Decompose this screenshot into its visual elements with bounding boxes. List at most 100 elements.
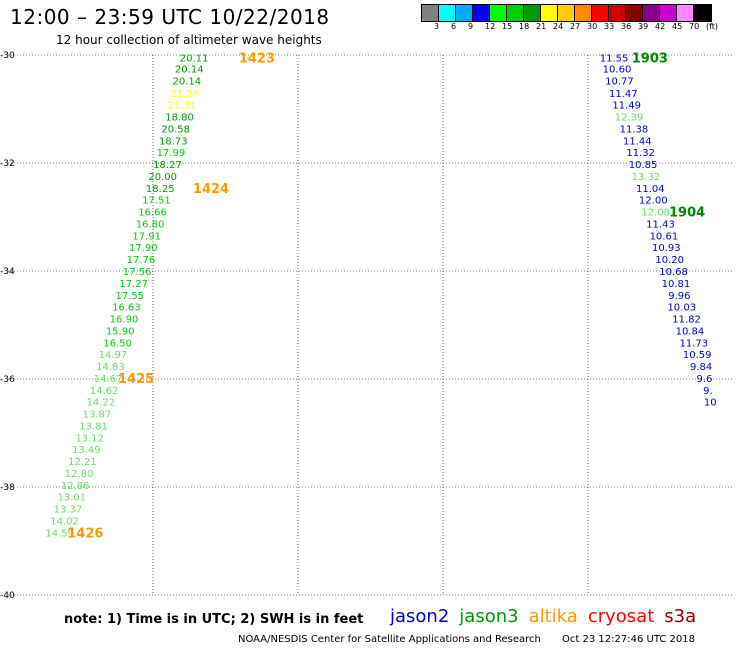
wave-height-jason3: 17.27 — [119, 279, 148, 290]
wave-height-jason2: 10.61 — [650, 231, 679, 242]
wave-height-jason3: 20.14 — [173, 76, 202, 87]
credit-text: NOAA/NESDIS Center for Satellite Applica… — [238, 634, 541, 645]
color-scale-label: 9 — [468, 22, 474, 31]
wave-height-jason3: 14.22 — [86, 398, 115, 409]
color-scale-cell — [626, 5, 643, 21]
wave-height-jason3: 14.59 — [45, 528, 74, 539]
wave-height-jason3: 13.12 — [75, 433, 104, 444]
color-scale-cell — [541, 5, 558, 21]
wave-height-jason2: 10.77 — [605, 76, 634, 87]
wave-height-jason3: 17.76 — [127, 255, 156, 266]
color-scale-cell — [558, 5, 575, 21]
color-scale-bar — [421, 4, 712, 22]
wave-height-jason3: 16.90 — [110, 315, 139, 326]
color-scale-cell — [422, 5, 439, 21]
wave-height-jason2: 11.32 — [626, 148, 655, 159]
footer-note: note: 1) Time is in UTC; 2) SWH is in fe… — [64, 612, 364, 627]
wave-height-jason2: 11.55 — [600, 54, 629, 65]
time-label: 1426 — [67, 526, 103, 541]
legend-jason3: jason3 — [459, 606, 519, 627]
wave-height-jason3: 17.56 — [123, 267, 152, 278]
wave-height-jason3: 14.83 — [96, 362, 125, 373]
wave-height-jason3: 16.50 — [103, 338, 132, 349]
color-scale-label: 24 — [553, 22, 564, 31]
wave-height-jason2: 11.43 — [646, 219, 675, 230]
page-subtitle: 12 hour collection of altimeter wave hei… — [56, 33, 322, 47]
color-scale-label: 15 — [502, 22, 513, 31]
color-scale-label: 33 — [604, 22, 615, 31]
wave-height-jason3: 20.11 — [180, 54, 209, 65]
axis-labels: 454851545760-30-32-34-36-38-40 — [0, 51, 15, 601]
color-scale-label: 45 — [672, 22, 683, 31]
wave-height-jason3: 17.90 — [129, 243, 158, 254]
color-scale-cell — [575, 5, 592, 21]
color-scale-cell — [592, 5, 609, 21]
wave-height-jason3: 14.62 — [90, 386, 119, 397]
time-label: 1904 — [669, 206, 705, 221]
color-scale-cell — [439, 5, 456, 21]
grid-lines — [8, 54, 733, 596]
legend-altika: altika — [528, 606, 578, 627]
wave-height-jason2: 10.81 — [662, 279, 691, 290]
time-label: 1903 — [632, 52, 668, 67]
wave-height-jason2: 11.82 — [672, 315, 701, 326]
color-scale-cell — [524, 5, 541, 21]
color-scale-label: 12 — [485, 22, 496, 31]
y-tick-label: -30 — [0, 51, 15, 61]
satellite-legend: jason2 jason3 altika cryosat s3a — [390, 606, 706, 627]
time-label: 1424 — [193, 182, 229, 197]
wave-height-jason3: 12.86 — [61, 481, 90, 492]
wave-height-jason2: 11.44 — [623, 136, 652, 147]
color-scale-label: 6 — [451, 22, 457, 31]
color-scale-label: (ft) — [706, 22, 719, 31]
time-label: 1423 — [239, 52, 275, 67]
wave-height-jason3: 17.99 — [157, 148, 186, 159]
time-labels: 1423 1424 1425 1426 1903 1904 — [67, 52, 705, 542]
wave-height-jason2: 12.00 — [639, 196, 668, 207]
timestamp-text: Oct 23 12:27:46 UTC 2018 — [562, 634, 695, 645]
color-scale-label: 39 — [638, 22, 649, 31]
wave-height-jason2: 10.20 — [655, 255, 684, 266]
wave-height-jason2: 9.96 — [668, 291, 690, 302]
color-scale-label: 3 — [434, 22, 440, 31]
wave-height-jason2: 9. — [703, 386, 713, 397]
wave-height-jason3: 20.58 — [161, 124, 190, 135]
color-scale-cell — [694, 5, 711, 21]
color-scale-cell — [677, 5, 694, 21]
color-scale-cell — [456, 5, 473, 21]
wave-height-jason3: 18.80 — [165, 113, 194, 124]
wave-height-jason3: 16.66 — [138, 208, 167, 219]
wave-height-jason3: 14.97 — [99, 350, 128, 361]
time-label: 1425 — [118, 372, 154, 387]
wave-height-jason2: 13.32 — [632, 172, 661, 183]
wave-height-jason3: 13.81 — [79, 421, 108, 432]
wave-height-jason3: 21.27 — [170, 89, 199, 100]
legend-jason2: jason2 — [390, 606, 450, 627]
y-tick-label: -32 — [0, 159, 15, 169]
y-tick-label: -38 — [0, 483, 15, 493]
wave-height-jason3: 20.00 — [148, 172, 177, 183]
wave-height-jason3: 13.01 — [57, 493, 86, 504]
y-tick-label: -36 — [0, 375, 15, 385]
wave-height-jason2: 10.03 — [667, 303, 696, 314]
wave-height-jason3: 13.37 — [54, 505, 83, 516]
wave-height-jason2: 10.59 — [683, 350, 712, 361]
color-scale-label: 36 — [621, 22, 632, 31]
color-scale-cell — [490, 5, 507, 21]
wave-height-jason3: 17.55 — [115, 291, 144, 302]
color-scale-label: 21 — [536, 22, 547, 31]
color-scale-cell — [660, 5, 677, 21]
wave-height-jason2: 10.85 — [629, 160, 658, 171]
color-scale-cell — [507, 5, 524, 21]
color-scale-label: 70 — [689, 22, 700, 31]
color-scale-cell — [643, 5, 660, 21]
wave-height-jason2: 11.47 — [609, 89, 638, 100]
wave-height-chart: 454851545760-30-32-34-36-38-40 20.1120.1… — [0, 51, 733, 601]
color-scale-cell — [609, 5, 626, 21]
wave-height-jason3: 18.73 — [159, 136, 188, 147]
wave-height-jason3: 20.14 — [175, 65, 204, 76]
wave-height-jason2: 11.38 — [620, 124, 649, 135]
wave-height-jason2: 10.60 — [603, 65, 632, 76]
wave-height-jason3: 13.49 — [72, 445, 101, 456]
color-scale-label: 27 — [570, 22, 581, 31]
